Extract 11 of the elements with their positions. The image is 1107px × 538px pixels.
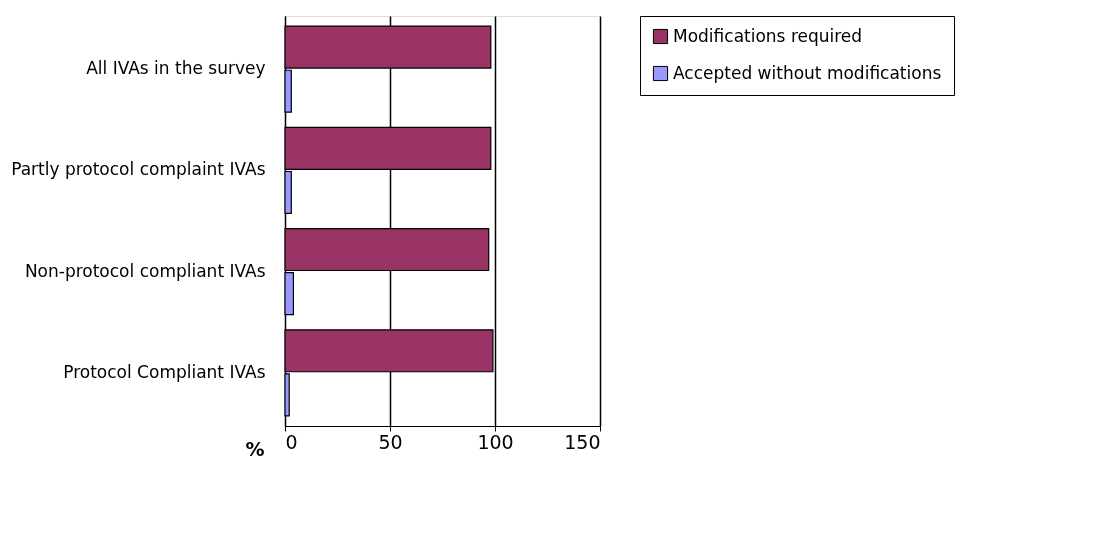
x-axis-title: % — [245, 437, 265, 460]
y-tick-label: Protocol Compliant IVAs — [63, 361, 266, 382]
x-tick-label: 0 — [285, 430, 298, 453]
x-tick-label: 100 — [477, 430, 514, 453]
y-tick-label: All IVAs in the survey — [86, 58, 266, 79]
legend-label: Accepted without modifications — [673, 62, 942, 83]
x-tick-label: 150 — [564, 430, 601, 453]
y-tick-label: Non-protocol compliant IVAs — [24, 260, 266, 281]
y-tick-label: Partly protocol complaint IVAs — [11, 159, 266, 180]
x-tick-label: 50 — [378, 430, 403, 453]
legend-label: Modifications required — [673, 25, 863, 46]
